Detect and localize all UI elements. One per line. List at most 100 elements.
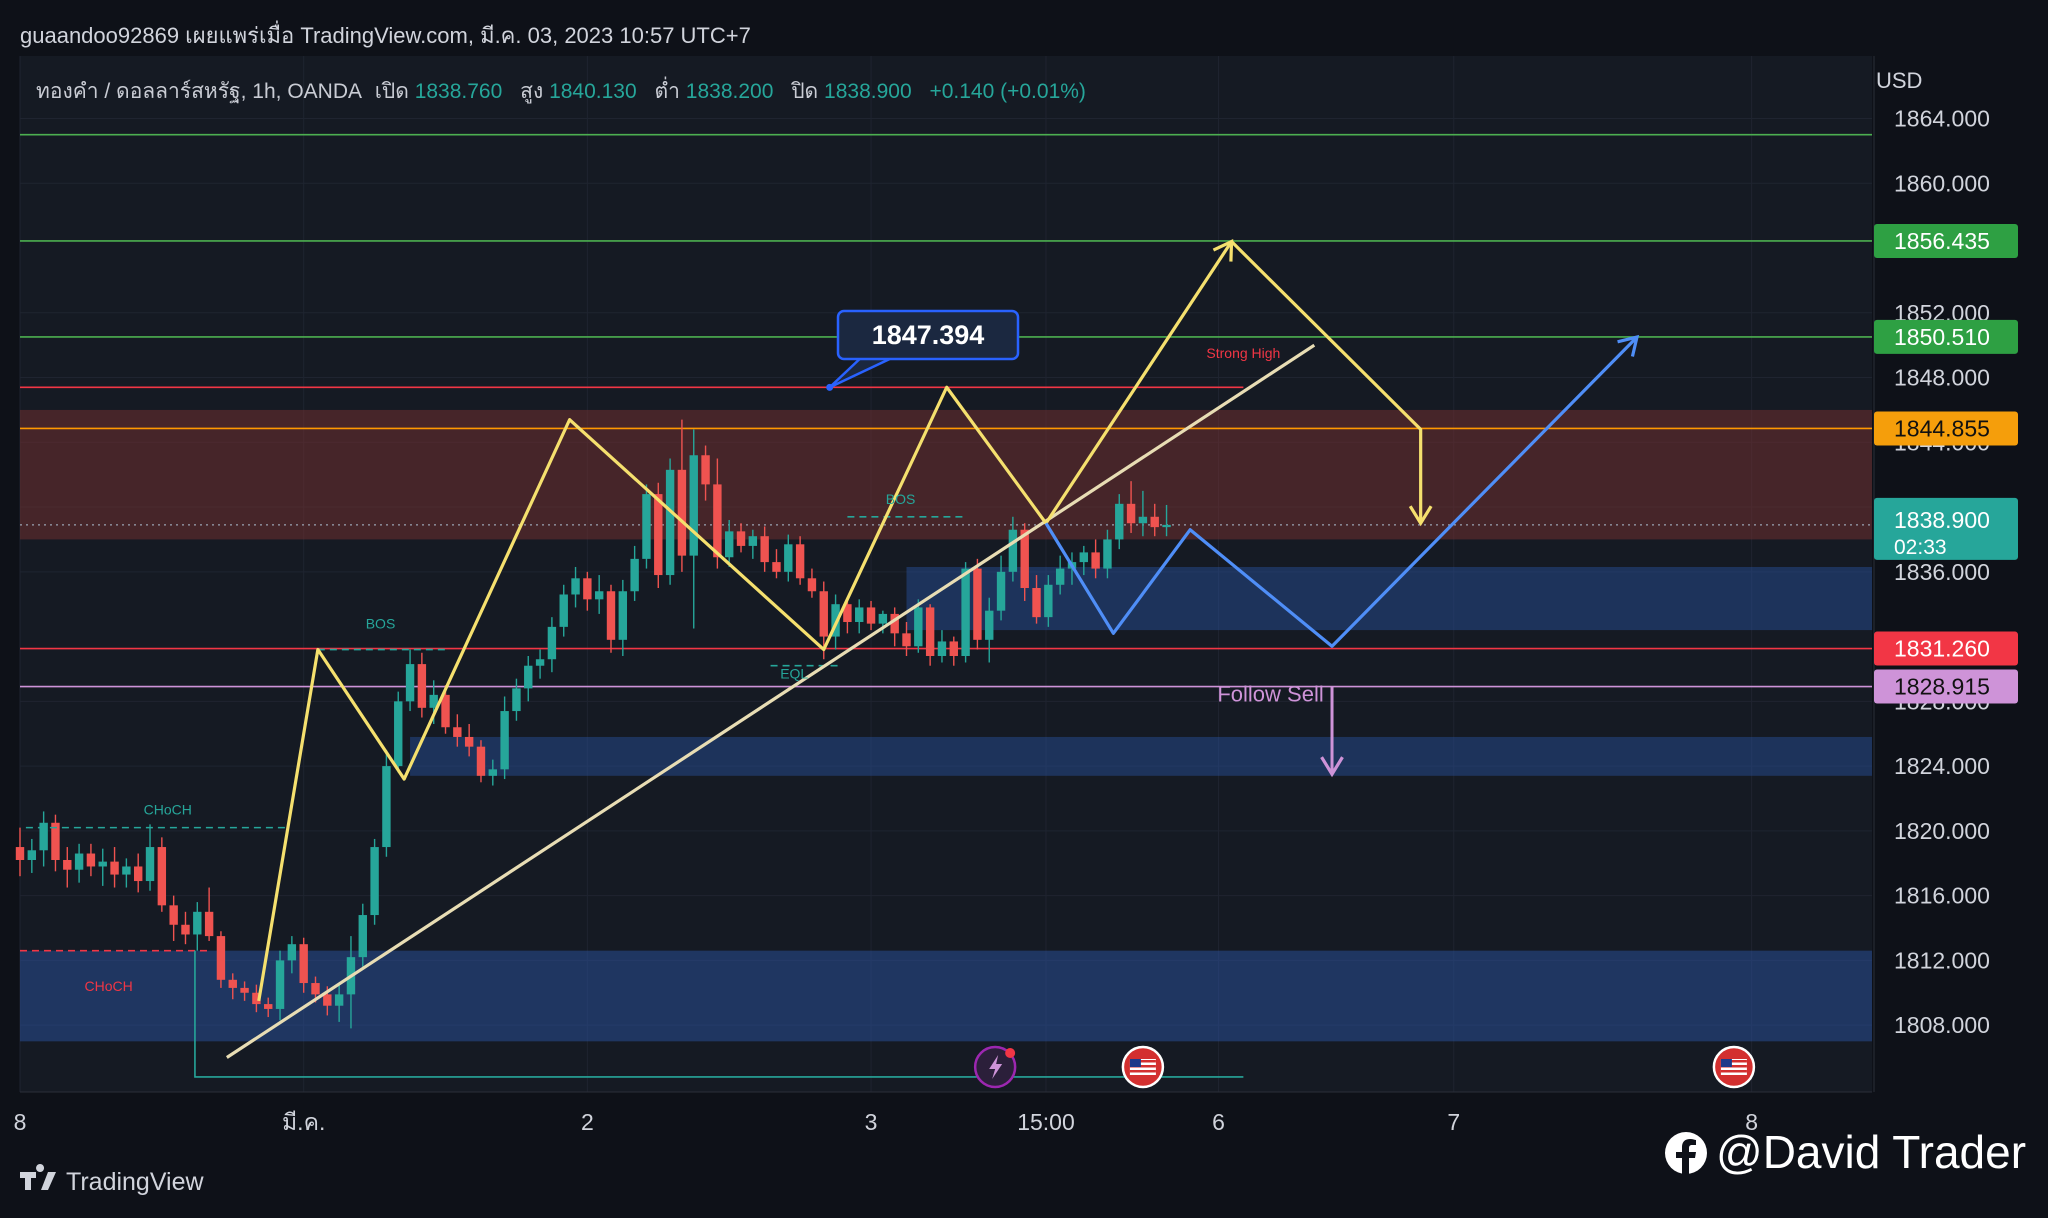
candle-body [878, 613, 888, 624]
price-badge[interactable] [1874, 319, 2018, 354]
candle-body [949, 641, 958, 657]
price-badge[interactable] [1874, 669, 2018, 704]
blue-forecast-path [1044, 335, 1639, 648]
candle-body [973, 568, 982, 640]
y-tick-label[interactable]: 1848.000 [1894, 365, 1990, 391]
candle-body [784, 544, 793, 572]
last-price-label: 1838.900 [1894, 507, 1990, 533]
candle-body [547, 626, 557, 660]
lightning-icon[interactable] [973, 1045, 1017, 1089]
candle-body [441, 694, 450, 728]
y-tick-label[interactable]: 1836.000 [1894, 559, 1990, 585]
x-tick-label[interactable]: มี.ค. [282, 1109, 325, 1135]
y-tick-label[interactable]: 1820.000 [1894, 818, 1990, 844]
candle-body [323, 994, 332, 1006]
trendline [225, 343, 1316, 1059]
annotation-label: CHoCH [85, 978, 133, 994]
candle-body [311, 983, 320, 995]
instrument-label: ทองคำ / ดอลลาร์สหรัฐ, 1h, OANDA [36, 79, 362, 103]
low-bracket [194, 950, 1244, 1078]
candle-body [831, 604, 840, 637]
candle-body [843, 604, 852, 623]
candle-body [890, 613, 899, 634]
y-tick-label[interactable]: 1864.000 [1894, 106, 1990, 132]
candle-body [500, 711, 509, 770]
price-badge-label: 1844.855 [1894, 415, 1990, 441]
y-tick-label[interactable]: 1816.000 [1894, 883, 1990, 909]
x-tick-label[interactable]: 7 [1447, 1109, 1460, 1135]
notification-dot [1005, 1048, 1016, 1058]
candle-body [961, 568, 970, 657]
x-tick-label[interactable]: 3 [865, 1109, 878, 1135]
price-badge[interactable] [1874, 223, 2018, 258]
candle-body [122, 866, 131, 875]
y-tick-label[interactable]: 1824.000 [1894, 753, 1990, 779]
publish-line: guaandoo92869 เผยแพร่เมื่อ TradingView.c… [20, 20, 751, 48]
open-value: 1838.760 [415, 80, 503, 103]
us-flag-icon[interactable] [1712, 1045, 1756, 1089]
x-tick-label[interactable]: 8 [14, 1109, 27, 1135]
candle-body [39, 822, 48, 851]
currency-label[interactable]: USD [1876, 68, 1922, 93]
drawings [20, 238, 1640, 1078]
candle-body [606, 591, 616, 640]
annotation-label: BOS [886, 491, 916, 507]
candle-body [204, 911, 214, 937]
price-badge[interactable] [1874, 411, 2018, 446]
x-tick-label[interactable]: 15:00 [1017, 1109, 1075, 1135]
candle-body [74, 853, 84, 870]
candle-body [819, 591, 828, 637]
annotations: Strong High BOS BOS EQL CHoCH CHoCH Follow Sel… [85, 345, 1324, 994]
close-value: 1838.900 [824, 80, 912, 103]
us-flag-icon-canton [1720, 1059, 1732, 1067]
change-value: +0.140 (+0.01%) [929, 80, 1085, 103]
candle-body [1150, 516, 1159, 528]
us-flag-icon-stripe [1129, 1060, 1156, 1063]
y-tick-label[interactable]: 1860.000 [1894, 170, 1990, 196]
yellow-arrow-up-head [1212, 238, 1234, 262]
candle-body [725, 531, 734, 558]
annotation-label: Strong High [1206, 345, 1280, 361]
x-tick-label[interactable]: 8 [1745, 1109, 1758, 1135]
candle-body [358, 915, 367, 958]
candle-body [98, 861, 107, 867]
low-value: 1838.200 [686, 80, 774, 103]
us-flag-icon-stripe [1720, 1065, 1747, 1068]
y-axis[interactable]: 1864.0001860.0001852.0001848.0001844.000… [1873, 56, 2018, 1092]
candle-body [1079, 552, 1088, 563]
candle-body [15, 847, 25, 861]
price-badge[interactable] [1874, 631, 2018, 666]
price-zone [906, 566, 1872, 631]
price-badge-label: 1831.260 [1894, 636, 1990, 662]
countdown-label: 02:33 [1894, 536, 1947, 559]
candle-body [464, 736, 474, 747]
last-price-badge[interactable] [1874, 497, 2018, 560]
price-badge-label: 1856.435 [1894, 228, 1990, 254]
us-flag-icon-stripe [1129, 1070, 1156, 1073]
price-callout: 1847.394 [826, 309, 1020, 391]
y-tick-label[interactable]: 1812.000 [1894, 947, 1990, 973]
annotation-label: Follow Sell [1217, 681, 1323, 706]
candle-body [27, 850, 37, 861]
y-tick-label[interactable]: 1808.000 [1894, 1012, 1990, 1038]
candle-body [760, 536, 769, 563]
candle-body [937, 641, 947, 657]
ohlc-legend[interactable]: ทองคำ / ดอลลาร์สหรัฐ, 1h, OANDA เปิด 183… [36, 76, 1086, 104]
candle-body [701, 455, 710, 485]
tradingview-logo[interactable]: TradingView [20, 1164, 205, 1196]
us-flag-icon[interactable] [1121, 1045, 1165, 1089]
candle-body [642, 494, 651, 559]
candle-body [488, 769, 497, 776]
price-badge-label: 1828.915 [1894, 674, 1990, 700]
x-tick-label[interactable]: 6 [1212, 1109, 1225, 1135]
candle-body [476, 746, 486, 776]
candle-body [618, 591, 628, 640]
x-tick-label[interactable]: 2 [581, 1109, 594, 1135]
candle-body [914, 607, 923, 647]
candle-body [216, 936, 226, 980]
x-axis[interactable]: 8 มี.ค. 2 3 15:00 6 7 8 [14, 1091, 1872, 1135]
candle-body [299, 944, 308, 984]
lightning-bolt [989, 1055, 1003, 1079]
event-icons[interactable] [973, 1045, 1756, 1089]
low-label: ต่ำ [655, 76, 680, 103]
